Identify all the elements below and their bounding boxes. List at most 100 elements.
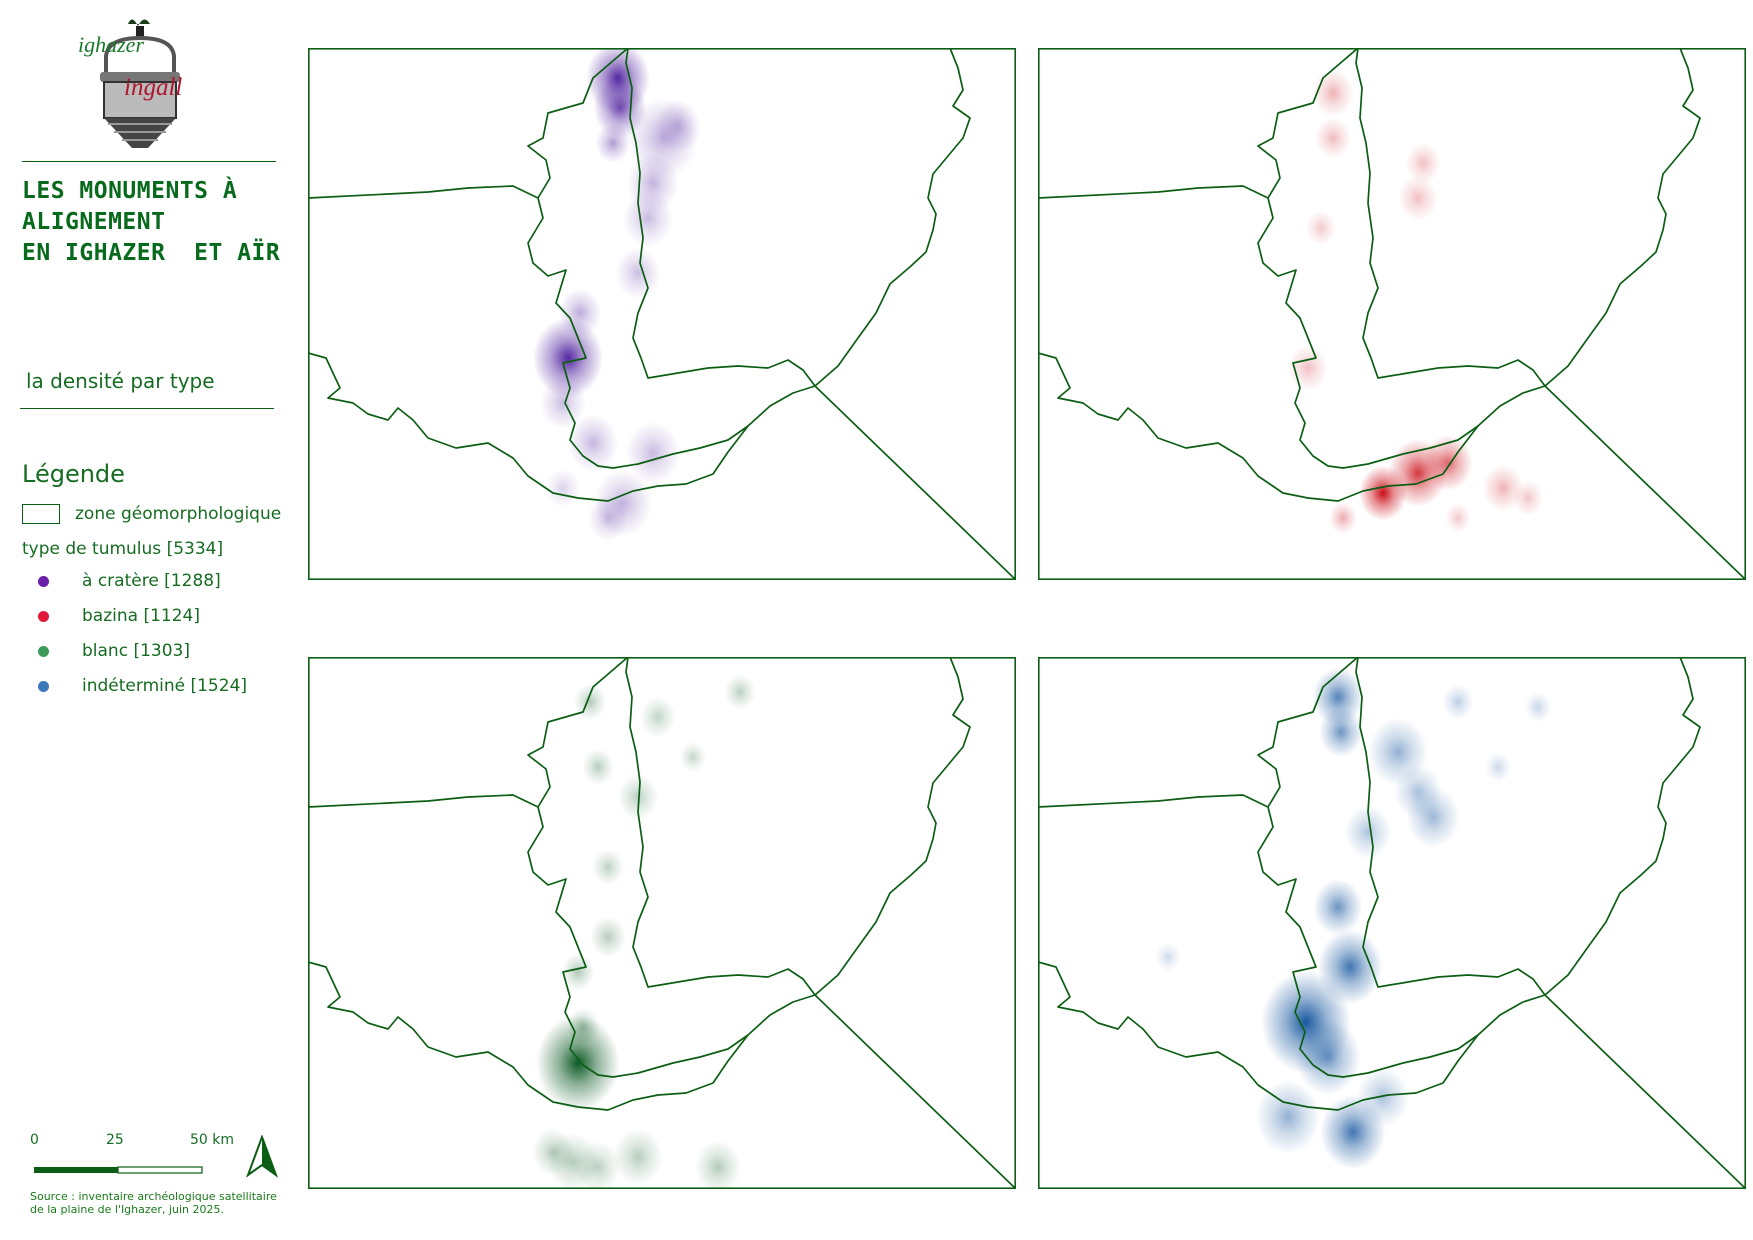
density-hotspot (1357, 1067, 1409, 1127)
scale-bar: 0 25 50 km (26, 1132, 271, 1184)
zone-swatch (22, 504, 60, 524)
density-hotspot (654, 99, 702, 153)
density-hotspot (545, 468, 581, 508)
density-hotspot (1315, 117, 1351, 159)
zone-boundary (527, 48, 629, 199)
ighazer-ingall-logo: ighazer ingall (78, 12, 208, 150)
legend-dot-indetermine (38, 680, 49, 692)
density-hotspot (1524, 691, 1552, 723)
density-hotspot (593, 469, 653, 537)
zone-boundary (1544, 385, 1746, 580)
scale-label-0: 0 (30, 1132, 39, 1148)
logo-word-ingall: ingall (124, 74, 182, 101)
density-hotspot (1444, 503, 1472, 533)
zone-boundary (308, 657, 971, 1078)
density-hotspot (622, 189, 674, 247)
density-hotspot (573, 683, 607, 721)
zone-boundary (625, 48, 816, 387)
lantern-icon: ighazer ingall (78, 19, 182, 148)
zone-boundary (308, 961, 749, 1111)
density-map-svg (1038, 48, 1746, 580)
density-hotspot (1313, 878, 1363, 936)
density-hotspot (540, 376, 586, 430)
map-frame (308, 48, 1016, 580)
zone-boundary (1038, 48, 1701, 469)
legend-item-label: à cratère [1288] (82, 571, 221, 591)
map-subtitle: la densité par type (26, 369, 215, 393)
zone-boundary (1257, 657, 1359, 808)
zone-boundary (1355, 657, 1546, 996)
density-map-svg (308, 657, 1016, 1189)
title-line-3: EN IGHAZER ET AÏR (22, 240, 281, 266)
legend-item-blanc: blanc [1303] (22, 641, 190, 661)
density-hotspot (1155, 942, 1181, 972)
density-hotspot (1305, 210, 1337, 246)
density-hotspot (1295, 1019, 1361, 1095)
zone-boundary (1257, 48, 1359, 199)
legend-zone-label: zone géomorphologique (75, 504, 282, 524)
source-line-2: de la plaine de l'Ighazer, juin 2025. (30, 1203, 224, 1216)
map-frame (1038, 48, 1746, 580)
density-hotspot (1398, 175, 1438, 221)
density-map-cratere (308, 48, 1016, 580)
legend-item-label: blanc [1303] (82, 641, 190, 661)
density-map-indetermine (1038, 657, 1746, 1189)
zone-boundary (308, 352, 749, 502)
density-hotspot (1512, 480, 1544, 516)
zone-boundary (625, 657, 816, 996)
legend-item-cratere: à cratère [1288] (22, 571, 221, 591)
north-arrow-icon (245, 1134, 279, 1179)
map-frame (1038, 657, 1746, 1189)
density-hotspot (595, 123, 631, 163)
density-hotspot (1394, 764, 1442, 820)
legend-type-header: type de tumulus [5334] (22, 539, 223, 559)
density-map-bazina (1038, 48, 1746, 580)
density-hotspot (1484, 752, 1512, 782)
title-line-1: LES MONUMENTS À (22, 178, 238, 204)
scale-label-50: 50 km (190, 1132, 235, 1148)
density-hotspot (532, 317, 604, 399)
source-note: Source : inventaire archéologique satell… (30, 1190, 290, 1216)
density-hotspot (561, 953, 595, 991)
zone-boundary (1355, 48, 1546, 387)
zone-boundary (527, 657, 629, 808)
zone-boundary (1038, 961, 1479, 1111)
density-hotspot (695, 1140, 741, 1189)
legend-type-header-label: type de tumulus [5334] (22, 539, 224, 559)
zone-boundary (1038, 352, 1479, 502)
density-hotspot (558, 288, 602, 338)
zone-boundary (814, 994, 1016, 1189)
density-layer (1288, 69, 1544, 535)
density-hotspot (613, 1128, 663, 1186)
density-hotspot (1312, 69, 1354, 117)
density-hotspot (592, 848, 624, 886)
density-layer (532, 48, 702, 542)
density-map-svg (308, 48, 1016, 580)
legend-item-bazina: bazina [1124] (22, 606, 200, 626)
density-layer (1155, 667, 1552, 1170)
density-hotspot (1255, 1079, 1321, 1155)
legend-title: Légende (22, 460, 125, 488)
legend-dot-blanc (38, 645, 49, 657)
source-line-1: Source : inventaire archéologique satell… (30, 1190, 277, 1203)
density-hotspot (625, 421, 681, 485)
density-hotspot (724, 673, 756, 711)
legend-dot-bazina (38, 610, 49, 622)
scale-bar-graphic (34, 1166, 203, 1174)
scale-label-25: 25 (106, 1132, 124, 1148)
density-map-blanc (308, 657, 1016, 1189)
density-hotspot (640, 696, 676, 738)
density-hotspot (615, 246, 661, 300)
legend-item-label: bazina [1124] (82, 606, 200, 626)
density-map-svg (1038, 657, 1746, 1189)
logo-word-ighazer: ighazer (78, 32, 144, 57)
zone-boundary (308, 48, 971, 469)
density-hotspot (1319, 706, 1363, 758)
density-hotspot (1328, 501, 1358, 535)
density-layer (532, 673, 756, 1189)
density-hotspot (567, 413, 619, 473)
legend-zone-row: zone géomorphologique (22, 504, 281, 524)
divider-subtitle (20, 408, 274, 409)
density-hotspot (536, 1015, 620, 1111)
density-hotspot (589, 916, 627, 958)
